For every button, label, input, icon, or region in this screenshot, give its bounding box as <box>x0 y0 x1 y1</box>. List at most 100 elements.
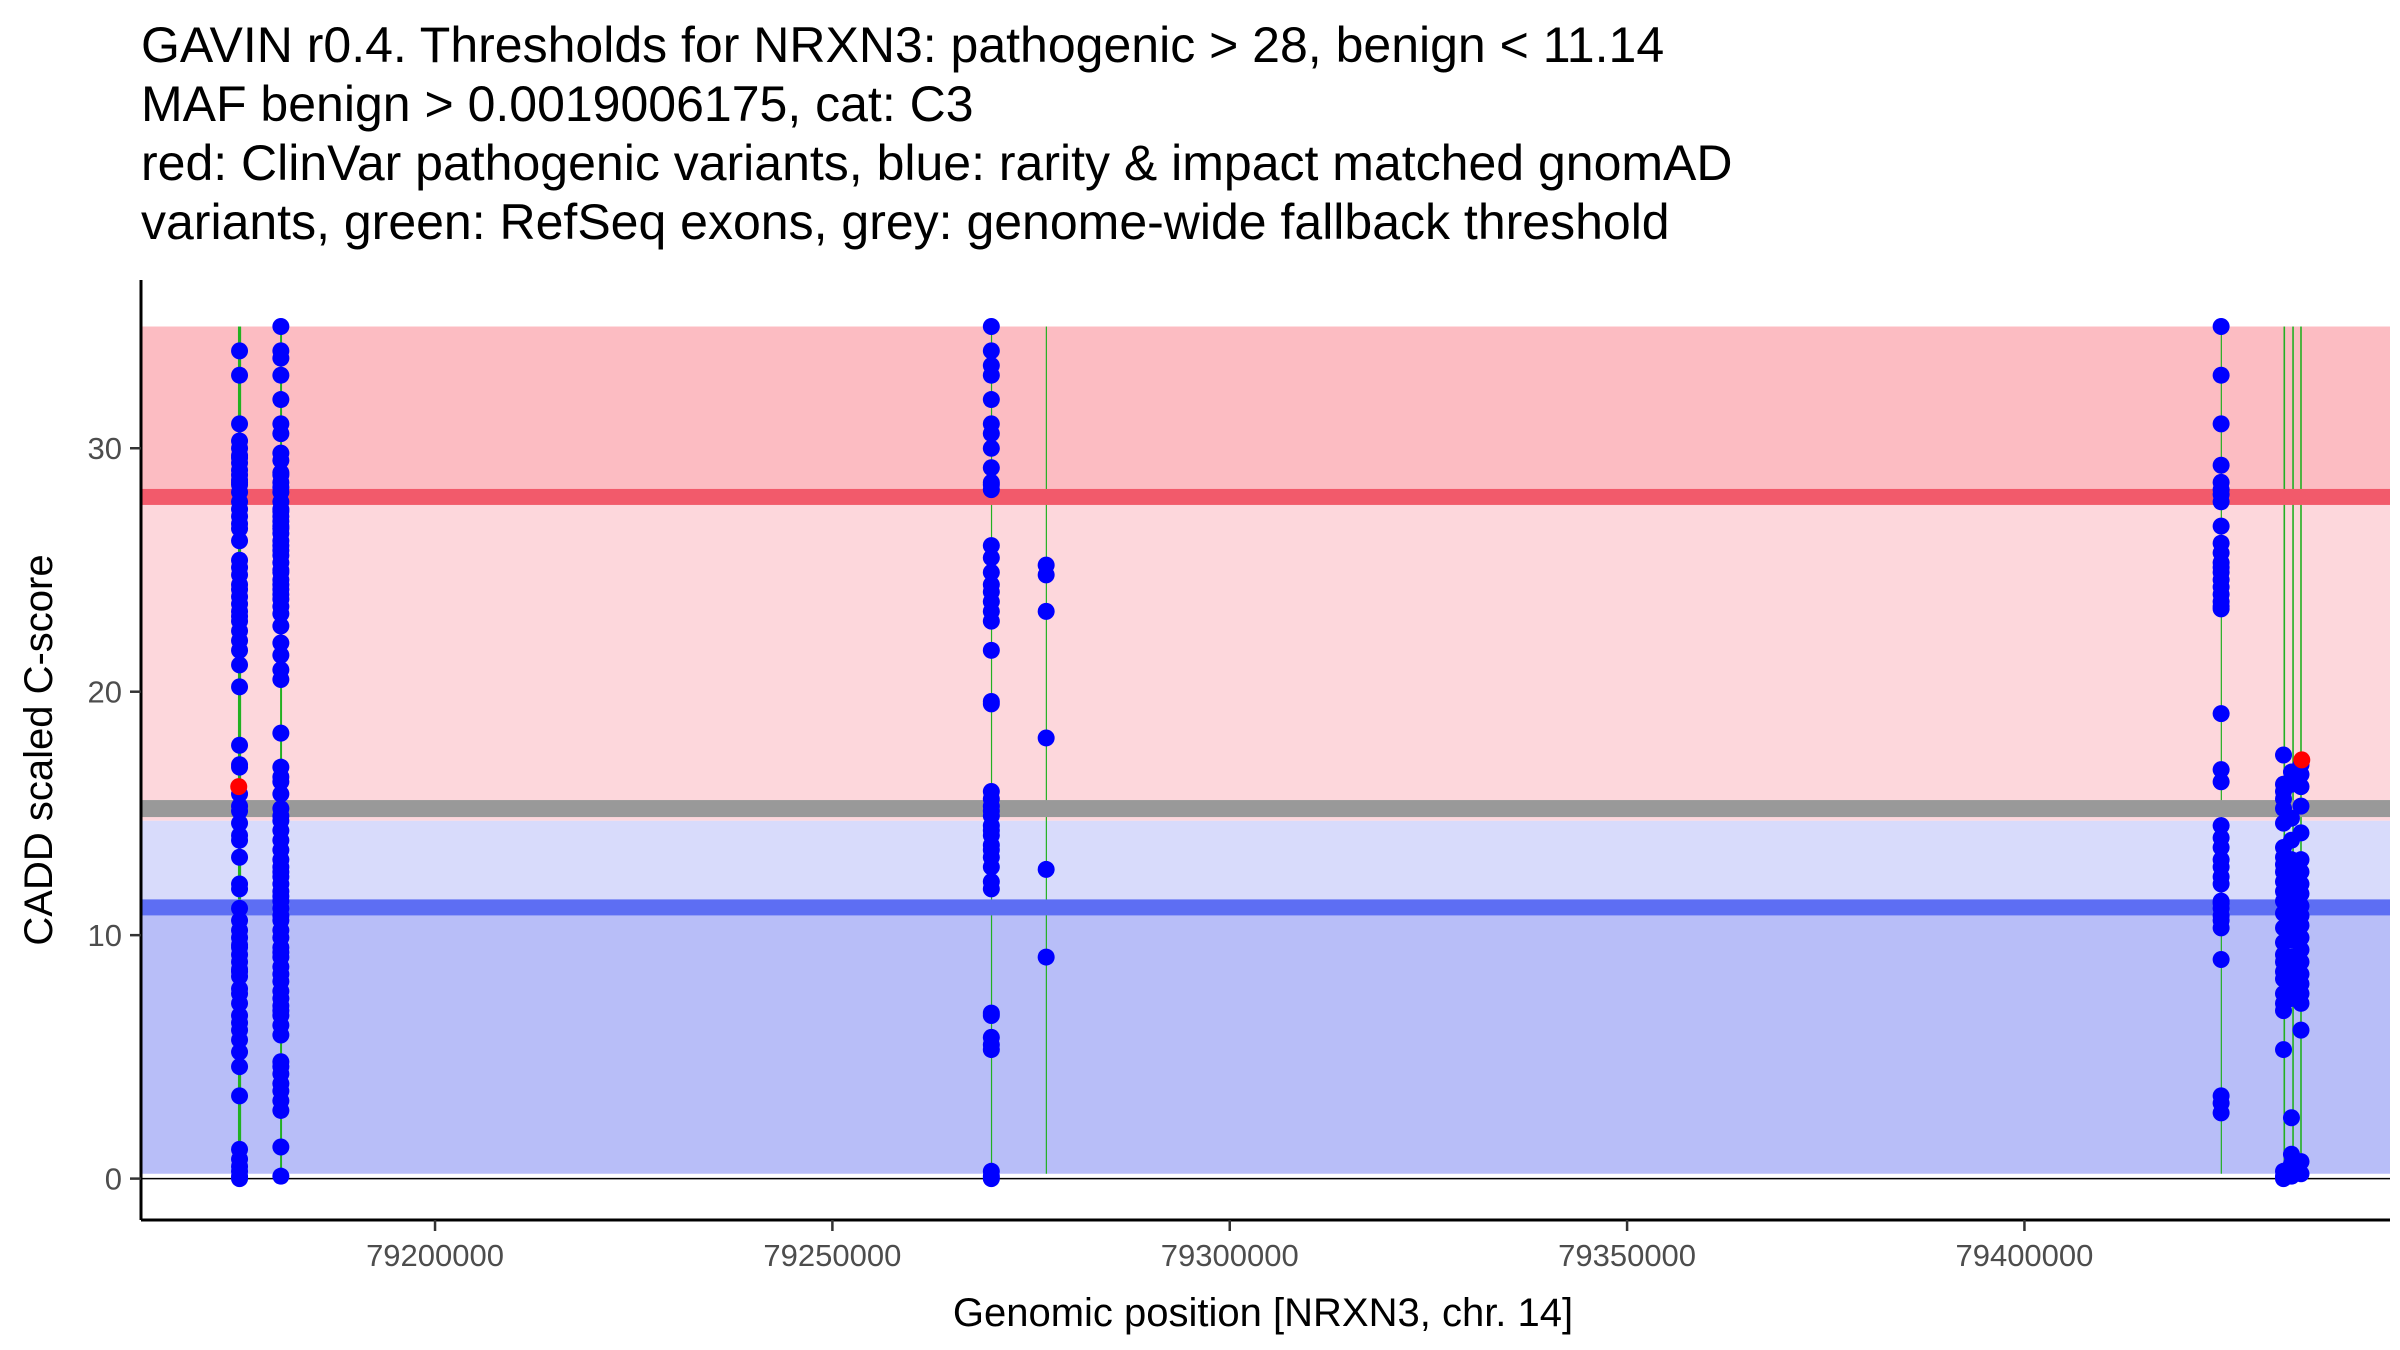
gnomad-variant-point <box>2212 895 2230 913</box>
gnomad-variant-point <box>1037 602 1055 620</box>
title-line: MAF benign > 0.0019006175, cat: C3 <box>141 76 974 132</box>
gnomad-variant-point <box>982 439 1000 457</box>
gnomad-variant-point <box>982 836 1000 854</box>
gnomad-variant-point <box>272 863 290 881</box>
gnomad-variant-point <box>272 1075 290 1093</box>
gnomad-variant-point <box>2212 773 2230 791</box>
gnomad-variant-point <box>2292 863 2310 881</box>
x-tick-label: 79250000 <box>763 1238 901 1273</box>
gnomad-variant-point <box>231 985 249 1003</box>
gnomad-variant-point <box>1037 948 1055 966</box>
gnomad-variant-point <box>2275 1041 2293 1059</box>
gnomad-variant-point <box>2212 817 2230 835</box>
x-axis-title: Genomic position [NRXN3, chr. 14] <box>953 1291 1573 1335</box>
clinvar-variant-point <box>2293 751 2311 769</box>
gnomad-variant-point <box>2292 953 2310 971</box>
gnomad-variant-point <box>1037 729 1055 747</box>
gnomad-variant-point <box>2292 824 2310 842</box>
gnomad-variant-point <box>231 656 249 674</box>
x-axis-ticks: 79200000 79250000 79300000 79350000 79400000 <box>366 1220 2093 1273</box>
gnomad-variant-point <box>231 880 249 898</box>
exon-line <box>990 326 993 1174</box>
clinvar-variant-point <box>230 778 248 796</box>
gnomad-variant-point <box>272 807 290 825</box>
threshold-regions <box>141 326 2390 1174</box>
gnomad-variant-point <box>272 634 290 652</box>
gnomad-variant-point <box>272 366 290 384</box>
gnomad-variant-point <box>231 1170 249 1188</box>
gnomad-variant-point <box>231 848 249 866</box>
gnomad-variant-point <box>272 478 290 496</box>
gnomad-variant-point <box>231 580 249 598</box>
gnomad-variant-point <box>231 960 249 978</box>
gnomad-variant-point <box>982 476 1000 494</box>
gnomad-variant-point <box>231 938 249 956</box>
gnomad-variant-point <box>231 432 249 450</box>
gnomad-variant-point <box>231 532 249 550</box>
gnomad-variant-point <box>231 607 249 625</box>
gnomad-variant-point <box>272 907 290 925</box>
gnomad-variant-point <box>231 814 249 832</box>
gnomad-variant-point <box>231 758 249 776</box>
gnomad-variant-point <box>272 887 290 905</box>
gnomad-variant-point <box>272 1138 290 1156</box>
gnomad-variant-point <box>2212 875 2230 893</box>
gnomad-variant-point <box>2212 366 2230 384</box>
gnomad-variant-point <box>231 899 249 917</box>
gnomad-variant-point <box>231 678 249 696</box>
chart-title: GAVIN r0.4. Thresholds for NRXN3: pathog… <box>141 17 1732 250</box>
gnomad-variant-point <box>982 576 1000 594</box>
gnomad-variant-point <box>2212 318 2230 336</box>
gnomad-variant-point <box>272 1101 290 1119</box>
gnomad-variant-point <box>231 1014 249 1032</box>
gnomad-variant-point <box>2212 919 2230 937</box>
gnomad-variant-point <box>272 785 290 803</box>
gnomad-variant-point <box>982 1041 1000 1059</box>
axes: 79200000 79250000 79300000 79350000 79400000… <box>88 280 2390 1273</box>
gnomad-variant-point <box>231 736 249 754</box>
y-tick-label: 20 <box>88 675 122 710</box>
gnomad-variant-point <box>2292 994 2310 1012</box>
uncertain-region <box>141 496 2390 809</box>
gnomad-variant-point <box>2282 1109 2300 1127</box>
benign-threshold-line <box>141 899 2390 916</box>
gnomad-variant-point <box>982 537 1000 555</box>
gnomad-variant-point <box>982 391 1000 409</box>
gnomad-variant-point <box>272 724 290 742</box>
gnomad-variant-point <box>2212 829 2230 847</box>
y-tick-label: 10 <box>88 918 122 953</box>
gnomad-variant-point <box>231 515 249 533</box>
gnomad-variant-point <box>231 473 249 491</box>
gnomad-variant-point <box>272 646 290 664</box>
gnomad-variant-point <box>231 826 249 844</box>
gnomad-variant-point <box>2212 493 2230 511</box>
plot-area <box>141 318 2390 1188</box>
gnomad-variant-point <box>982 356 1000 374</box>
gnomad-variant-point <box>2292 941 2310 959</box>
gnomad-variant-point <box>2292 797 2310 815</box>
gnomad-variant-point <box>2282 809 2300 827</box>
gnomad-variant-point <box>231 1087 249 1105</box>
gnomad-variant-point <box>2212 517 2230 535</box>
gnomad-variant-point <box>2275 746 2293 764</box>
gnomad-variant-point <box>231 415 249 433</box>
gnomad-variant-point <box>272 444 290 462</box>
gnomad-variant-point <box>982 1170 1000 1188</box>
gnomad-variant-point <box>982 1006 1000 1024</box>
gnomad-variant-point <box>982 612 1000 630</box>
x-tick-label: 79400000 <box>1955 1238 2093 1273</box>
pathogenic-threshold-line <box>141 488 2390 505</box>
title-line: variants, green: RefSeq exons, grey: gen… <box>141 194 1670 250</box>
gnomad-variant-point <box>272 989 290 1007</box>
gnomad-variant-point <box>2292 916 2310 934</box>
gnomad-variant-point <box>272 503 290 521</box>
gnomad-variant-point <box>231 500 249 518</box>
x-tick-label: 79200000 <box>366 1238 504 1273</box>
exon-line <box>2220 326 2222 1174</box>
gnomad-variant-point <box>272 561 290 579</box>
gnomad-variant-point <box>231 641 249 659</box>
gnomad-variant-point <box>2292 778 2310 796</box>
gnomad-variant-point <box>272 671 290 689</box>
gnomad-variant-point <box>2292 765 2310 783</box>
gnomad-variant-point <box>272 576 290 594</box>
